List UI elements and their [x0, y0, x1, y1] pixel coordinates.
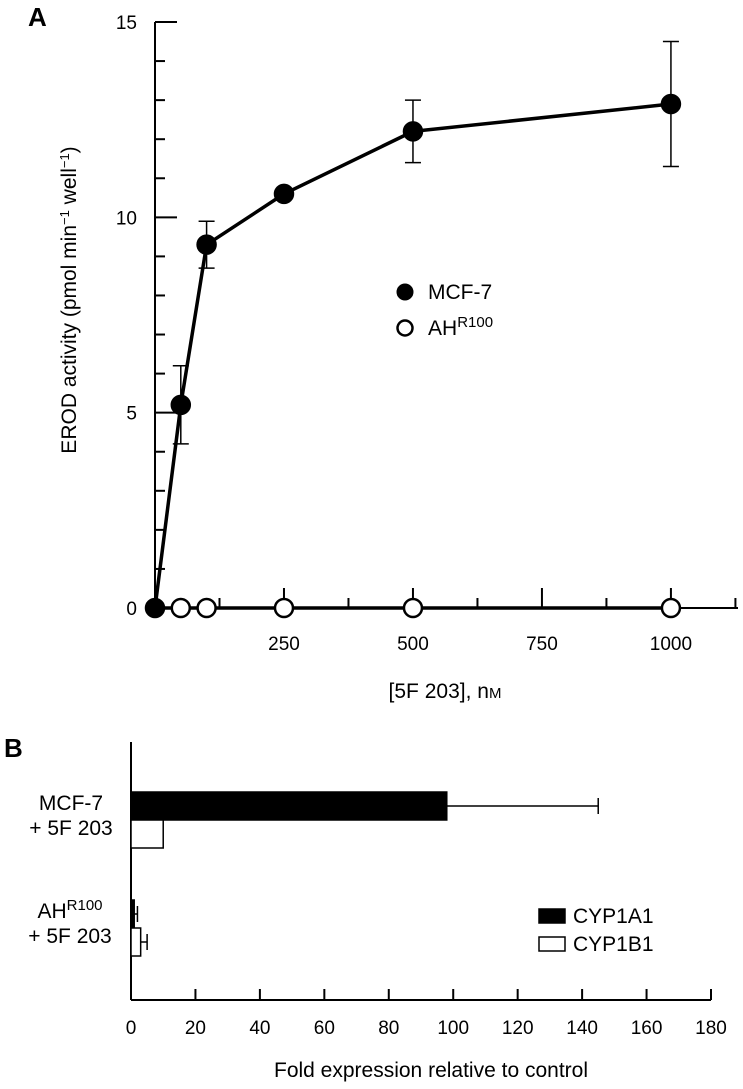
panel-b-x-ticks: 0 20 40 60 80 100 120 140 160 180	[126, 989, 727, 1039]
panel-a-y-axis-title: EROD activity (pmol min−1 well−1)	[57, 146, 82, 453]
y-tick-label: 5	[126, 404, 137, 425]
panel-a-x-axis-title: [5F 203], nM	[389, 680, 502, 703]
category-mcf7-line1: MCF-7	[39, 792, 103, 815]
category-mcf7-line2: + 5F 203	[29, 817, 112, 840]
x-tick-label: 750	[526, 634, 558, 655]
x-tick-label: 250	[268, 634, 300, 655]
ahr100-point	[196, 597, 217, 619]
legend-cyp1b1-label: CYP1B1	[573, 933, 654, 956]
mcf7-point	[170, 394, 192, 416]
x-tick-label: 180	[695, 1018, 727, 1039]
cyp1b1-bar	[130, 819, 164, 849]
panel-a-y-ticks: 0 5 10 15	[116, 13, 177, 620]
panel-a-label: A	[28, 2, 47, 32]
mcf7-point	[144, 597, 166, 619]
ahr100-point	[273, 597, 295, 619]
x-tick-label: 140	[566, 1018, 598, 1039]
cyp1a1-bar	[130, 899, 135, 929]
x-tick-label: 40	[249, 1018, 270, 1039]
x-tick-label: 20	[185, 1018, 206, 1039]
panel-b-label: B	[4, 733, 23, 763]
mcf7-point	[196, 234, 217, 255]
mcf7-point	[273, 183, 295, 205]
legend-cyp1a1-swatch	[538, 908, 566, 924]
legend-cyp1a1-label: CYP1A1	[573, 905, 654, 928]
mcf7-line	[153, 102, 672, 609]
mcf7-point	[402, 121, 424, 142]
x-tick-label: 100	[437, 1018, 469, 1039]
panel-a-series	[144, 40, 682, 619]
panel-b-bar-chart: B 0 20 40 60 80 100 120 140 160 180 Fold expressi…	[4, 733, 727, 1082]
mcf7-point	[660, 93, 682, 115]
x-tick-label: 80	[378, 1018, 399, 1039]
x-tick-label: 500	[397, 634, 429, 655]
category-ahr100-line1: AHR100	[37, 897, 102, 924]
ahr100-point	[660, 597, 682, 619]
x-tick-label: 1000	[650, 634, 692, 655]
legend-ahr100-label: AHR100	[428, 314, 493, 341]
x-tick-label: 60	[314, 1018, 335, 1039]
panel-b-x-axis-title: Fold expression relative to control	[274, 1059, 588, 1082]
panel-a-x-ticks: 250 500 750 1000	[218, 588, 737, 655]
y-tick-label: 15	[116, 13, 137, 34]
legend-mcf7-marker	[396, 283, 414, 301]
panel-b-legend: CYP1A1 CYP1B1	[538, 905, 654, 956]
x-tick-label: 0	[126, 1018, 137, 1039]
legend-ahr100-marker	[396, 319, 414, 337]
panel-b-bars	[130, 791, 599, 957]
y-tick-label: 0	[126, 599, 137, 620]
legend-mcf7-label: MCF-7	[428, 281, 492, 304]
cyp1b1-bar	[130, 927, 142, 957]
legend-cyp1b1-swatch	[538, 936, 566, 952]
panel-b-category-labels: MCF-7 + 5F 203 AHR100 + 5F 203	[28, 792, 112, 948]
ahr100-point	[170, 597, 192, 619]
panel-a-line-chart: A 0 5 10 15 250 500 750 1000 EROD activity (pm…	[28, 2, 738, 703]
cyp1a1-bar	[130, 791, 448, 821]
x-tick-label: 120	[502, 1018, 534, 1039]
y-tick-label: 10	[116, 208, 137, 229]
category-ahr100-line2: + 5F 203	[28, 925, 111, 948]
panel-a-legend: MCF-7 AHR100	[396, 281, 493, 341]
ahr100-point	[402, 597, 424, 619]
x-tick-label: 160	[631, 1018, 663, 1039]
